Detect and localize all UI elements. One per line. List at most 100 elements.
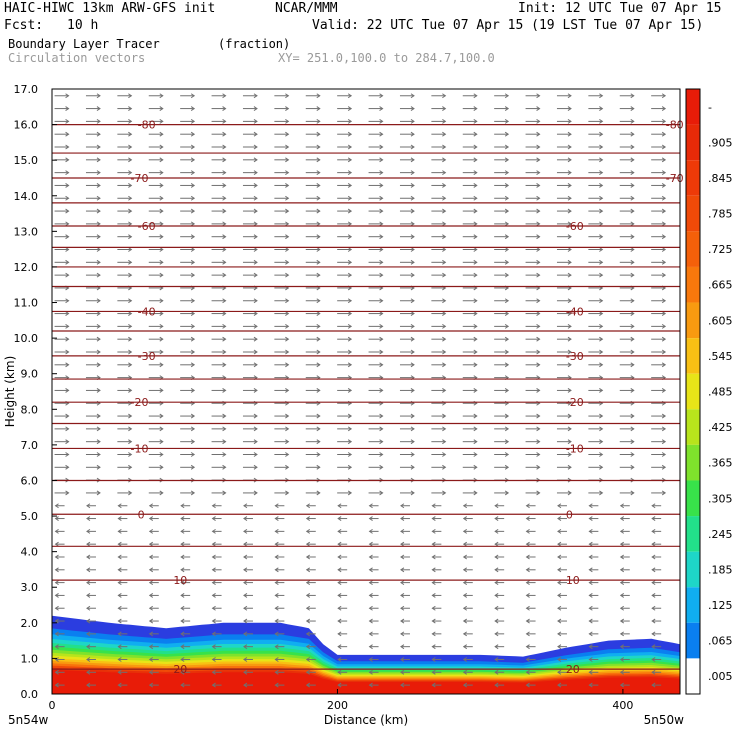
circulation-vector — [462, 618, 473, 624]
circulation-vector — [211, 618, 222, 624]
circulation-vector — [399, 464, 415, 470]
circulation-vector — [54, 644, 65, 650]
isotherm-label: -20 — [131, 396, 149, 409]
circulation-vector — [368, 567, 379, 573]
circulation-vector — [462, 682, 473, 688]
isotherms: -80 -80 -70 -70 -60 -60 -40 -40 -30 -30 -20 -20 -10 -… — [52, 119, 684, 676]
circulation-vector — [431, 452, 447, 457]
circulation-vector — [180, 541, 191, 547]
circulation-vector — [242, 336, 258, 342]
circulation-vector — [243, 541, 253, 547]
circulation-vector — [337, 170, 353, 176]
circulation-vector — [211, 157, 227, 163]
circulation-vector — [54, 234, 70, 240]
circulation-vector — [274, 208, 290, 214]
circulation-vector — [337, 208, 353, 214]
circulation-vector — [337, 323, 353, 329]
circulation-vector — [211, 657, 222, 662]
circulation-vector — [399, 208, 415, 214]
circulation-vector — [180, 170, 196, 176]
circulation-vector — [399, 388, 415, 393]
circulation-vector — [368, 157, 384, 163]
circulation-vector — [211, 118, 227, 124]
circulation-vector — [588, 259, 604, 265]
circulation-vector — [368, 580, 379, 586]
circulation-vector — [211, 170, 227, 176]
circulation-vector — [399, 272, 415, 278]
circulation-vector — [180, 503, 191, 509]
circulation-vector — [494, 131, 510, 137]
circulation-vector — [399, 426, 415, 432]
circulation-vector — [399, 349, 415, 355]
circulation-vector — [117, 618, 128, 624]
circulation-vector — [180, 657, 191, 662]
circulation-vector — [368, 323, 384, 329]
isotherm-label: 10 — [566, 574, 580, 587]
circulation-vector — [588, 131, 604, 137]
y-tick-label: 4.0 — [21, 546, 39, 559]
circulation-vector — [180, 259, 196, 265]
circulation-vector — [619, 311, 635, 316]
circulation-vector — [148, 362, 164, 368]
circulation-vector — [462, 298, 478, 304]
circulation-vector — [400, 644, 410, 650]
circulation-vector — [588, 336, 604, 342]
circulation-vector — [86, 657, 96, 662]
circulation-vector — [305, 183, 321, 188]
circulation-vector — [180, 426, 196, 432]
circulation-vector — [54, 541, 65, 547]
circulation-vector — [525, 413, 541, 419]
circulation-vector — [651, 567, 662, 573]
y-tick-label: 7.0 — [21, 439, 39, 452]
circulation-vector — [148, 131, 164, 137]
circulation-vector — [54, 618, 65, 624]
circulation-vector — [399, 298, 415, 304]
circulation-vector — [242, 413, 258, 419]
circulation-vector — [651, 336, 667, 342]
circulation-vector — [525, 503, 536, 509]
circulation-vector — [148, 426, 164, 432]
circulation-vector — [337, 183, 353, 188]
circulation-vector — [588, 593, 599, 598]
circulation-vector — [117, 362, 133, 368]
circulation-vector — [180, 528, 191, 534]
circulation-vector — [274, 682, 285, 688]
circulation-vector — [305, 311, 321, 316]
circulation-vector — [525, 208, 541, 214]
circulation-vector — [148, 311, 164, 316]
circulation-vector — [85, 452, 101, 457]
circulation-vector — [556, 234, 572, 240]
circulation-vector — [588, 144, 604, 150]
circulation-vector — [431, 208, 447, 214]
circulation-vector — [274, 580, 285, 586]
circulation-vector — [242, 272, 258, 278]
circulation-vector — [525, 118, 541, 124]
circulation-vector — [242, 388, 258, 393]
circulation-vector — [337, 452, 353, 457]
circulation-vector — [399, 247, 415, 252]
circulation-vector — [305, 426, 321, 432]
circulation-vector — [557, 580, 567, 586]
circulation-vector — [494, 490, 510, 496]
circulation-vector — [148, 349, 164, 355]
circulation-vector — [242, 183, 258, 188]
circulation-vector — [54, 580, 65, 586]
circulation-vector — [431, 541, 442, 547]
circulation-vector — [274, 170, 290, 176]
circulation-vector — [211, 644, 222, 650]
circulation-vector — [274, 516, 285, 521]
colorbar-swatch — [686, 160, 700, 196]
y-tick-label: 2.0 — [21, 617, 39, 630]
circulation-vector — [494, 93, 510, 99]
circulation-vector — [494, 541, 505, 547]
circulation-vector — [274, 503, 285, 509]
circulation-vector — [274, 669, 285, 675]
isotherm-label: 20 — [566, 663, 580, 676]
circulation-vector — [337, 131, 353, 137]
circulation-vector — [588, 426, 604, 432]
circulation-vector — [525, 490, 541, 496]
circulation-vector — [556, 413, 572, 419]
circulation-vector — [180, 208, 196, 214]
circulation-vector — [211, 605, 222, 611]
circulation-vector — [619, 528, 630, 534]
